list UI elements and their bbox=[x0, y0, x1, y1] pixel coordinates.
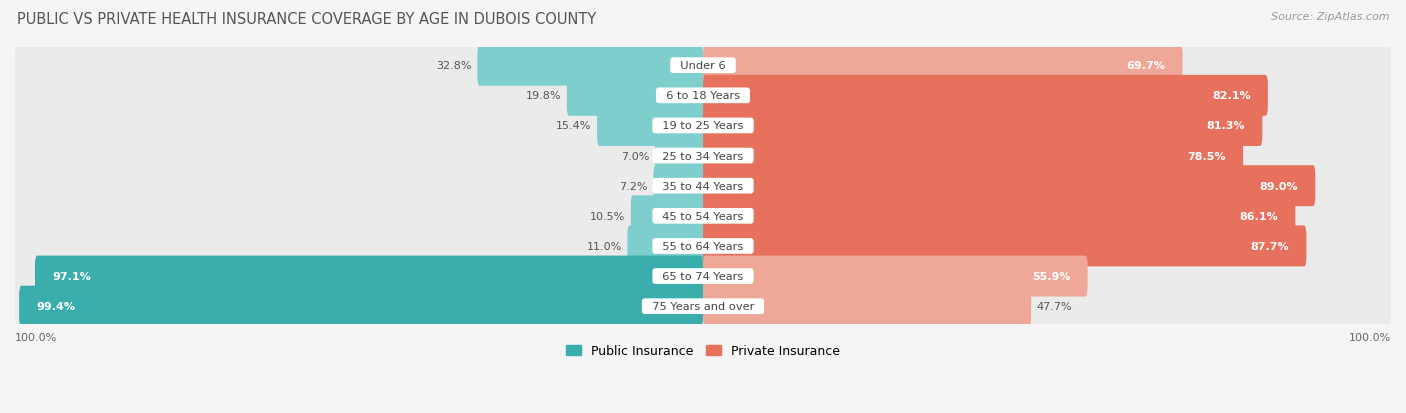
FancyBboxPatch shape bbox=[703, 286, 1031, 327]
FancyBboxPatch shape bbox=[15, 285, 1391, 328]
Text: 32.8%: 32.8% bbox=[436, 61, 472, 71]
Text: 99.4%: 99.4% bbox=[37, 301, 76, 311]
FancyBboxPatch shape bbox=[15, 104, 1391, 148]
Text: 7.0%: 7.0% bbox=[621, 151, 650, 161]
Text: 69.7%: 69.7% bbox=[1126, 61, 1166, 71]
Text: 97.1%: 97.1% bbox=[52, 271, 91, 281]
Text: 82.1%: 82.1% bbox=[1212, 91, 1251, 101]
Text: 15.4%: 15.4% bbox=[557, 121, 592, 131]
Text: Source: ZipAtlas.com: Source: ZipAtlas.com bbox=[1271, 12, 1389, 22]
FancyBboxPatch shape bbox=[15, 225, 1391, 268]
Legend: Public Insurance, Private Insurance: Public Insurance, Private Insurance bbox=[561, 339, 845, 363]
FancyBboxPatch shape bbox=[35, 256, 703, 297]
Text: 89.0%: 89.0% bbox=[1260, 181, 1298, 191]
FancyBboxPatch shape bbox=[567, 76, 703, 116]
Text: Under 6: Under 6 bbox=[673, 61, 733, 71]
Text: 55.9%: 55.9% bbox=[1032, 271, 1070, 281]
FancyBboxPatch shape bbox=[703, 136, 1243, 177]
FancyBboxPatch shape bbox=[703, 256, 1088, 297]
FancyBboxPatch shape bbox=[15, 255, 1391, 298]
FancyBboxPatch shape bbox=[703, 76, 1268, 116]
Text: 47.7%: 47.7% bbox=[1036, 301, 1073, 311]
Text: 25 to 34 Years: 25 to 34 Years bbox=[655, 151, 751, 161]
Text: 11.0%: 11.0% bbox=[586, 241, 621, 252]
FancyBboxPatch shape bbox=[15, 45, 1391, 88]
FancyBboxPatch shape bbox=[598, 106, 703, 147]
FancyBboxPatch shape bbox=[15, 195, 1391, 238]
FancyBboxPatch shape bbox=[655, 136, 703, 177]
Text: 6 to 18 Years: 6 to 18 Years bbox=[659, 91, 747, 101]
Text: 65 to 74 Years: 65 to 74 Years bbox=[655, 271, 751, 281]
Text: 55 to 64 Years: 55 to 64 Years bbox=[655, 241, 751, 252]
Text: PUBLIC VS PRIVATE HEALTH INSURANCE COVERAGE BY AGE IN DUBOIS COUNTY: PUBLIC VS PRIVATE HEALTH INSURANCE COVER… bbox=[17, 12, 596, 27]
FancyBboxPatch shape bbox=[477, 45, 703, 86]
FancyBboxPatch shape bbox=[631, 196, 703, 237]
Text: 75 Years and over: 75 Years and over bbox=[645, 301, 761, 311]
FancyBboxPatch shape bbox=[654, 166, 703, 206]
Text: 10.5%: 10.5% bbox=[591, 211, 626, 221]
FancyBboxPatch shape bbox=[703, 166, 1316, 206]
Text: 7.2%: 7.2% bbox=[620, 181, 648, 191]
FancyBboxPatch shape bbox=[15, 165, 1391, 208]
Text: 100.0%: 100.0% bbox=[15, 332, 58, 342]
FancyBboxPatch shape bbox=[703, 106, 1263, 147]
FancyBboxPatch shape bbox=[703, 196, 1295, 237]
Text: 35 to 44 Years: 35 to 44 Years bbox=[655, 181, 751, 191]
Text: 45 to 54 Years: 45 to 54 Years bbox=[655, 211, 751, 221]
Text: 86.1%: 86.1% bbox=[1240, 211, 1278, 221]
FancyBboxPatch shape bbox=[703, 226, 1306, 267]
Text: 78.5%: 78.5% bbox=[1188, 151, 1226, 161]
Text: 19 to 25 Years: 19 to 25 Years bbox=[655, 121, 751, 131]
FancyBboxPatch shape bbox=[20, 286, 703, 327]
Text: 19.8%: 19.8% bbox=[526, 91, 561, 101]
Text: 100.0%: 100.0% bbox=[1348, 332, 1391, 342]
FancyBboxPatch shape bbox=[15, 74, 1391, 118]
FancyBboxPatch shape bbox=[703, 45, 1182, 86]
Text: 87.7%: 87.7% bbox=[1250, 241, 1289, 252]
FancyBboxPatch shape bbox=[627, 226, 703, 267]
Text: 81.3%: 81.3% bbox=[1206, 121, 1246, 131]
FancyBboxPatch shape bbox=[15, 135, 1391, 178]
